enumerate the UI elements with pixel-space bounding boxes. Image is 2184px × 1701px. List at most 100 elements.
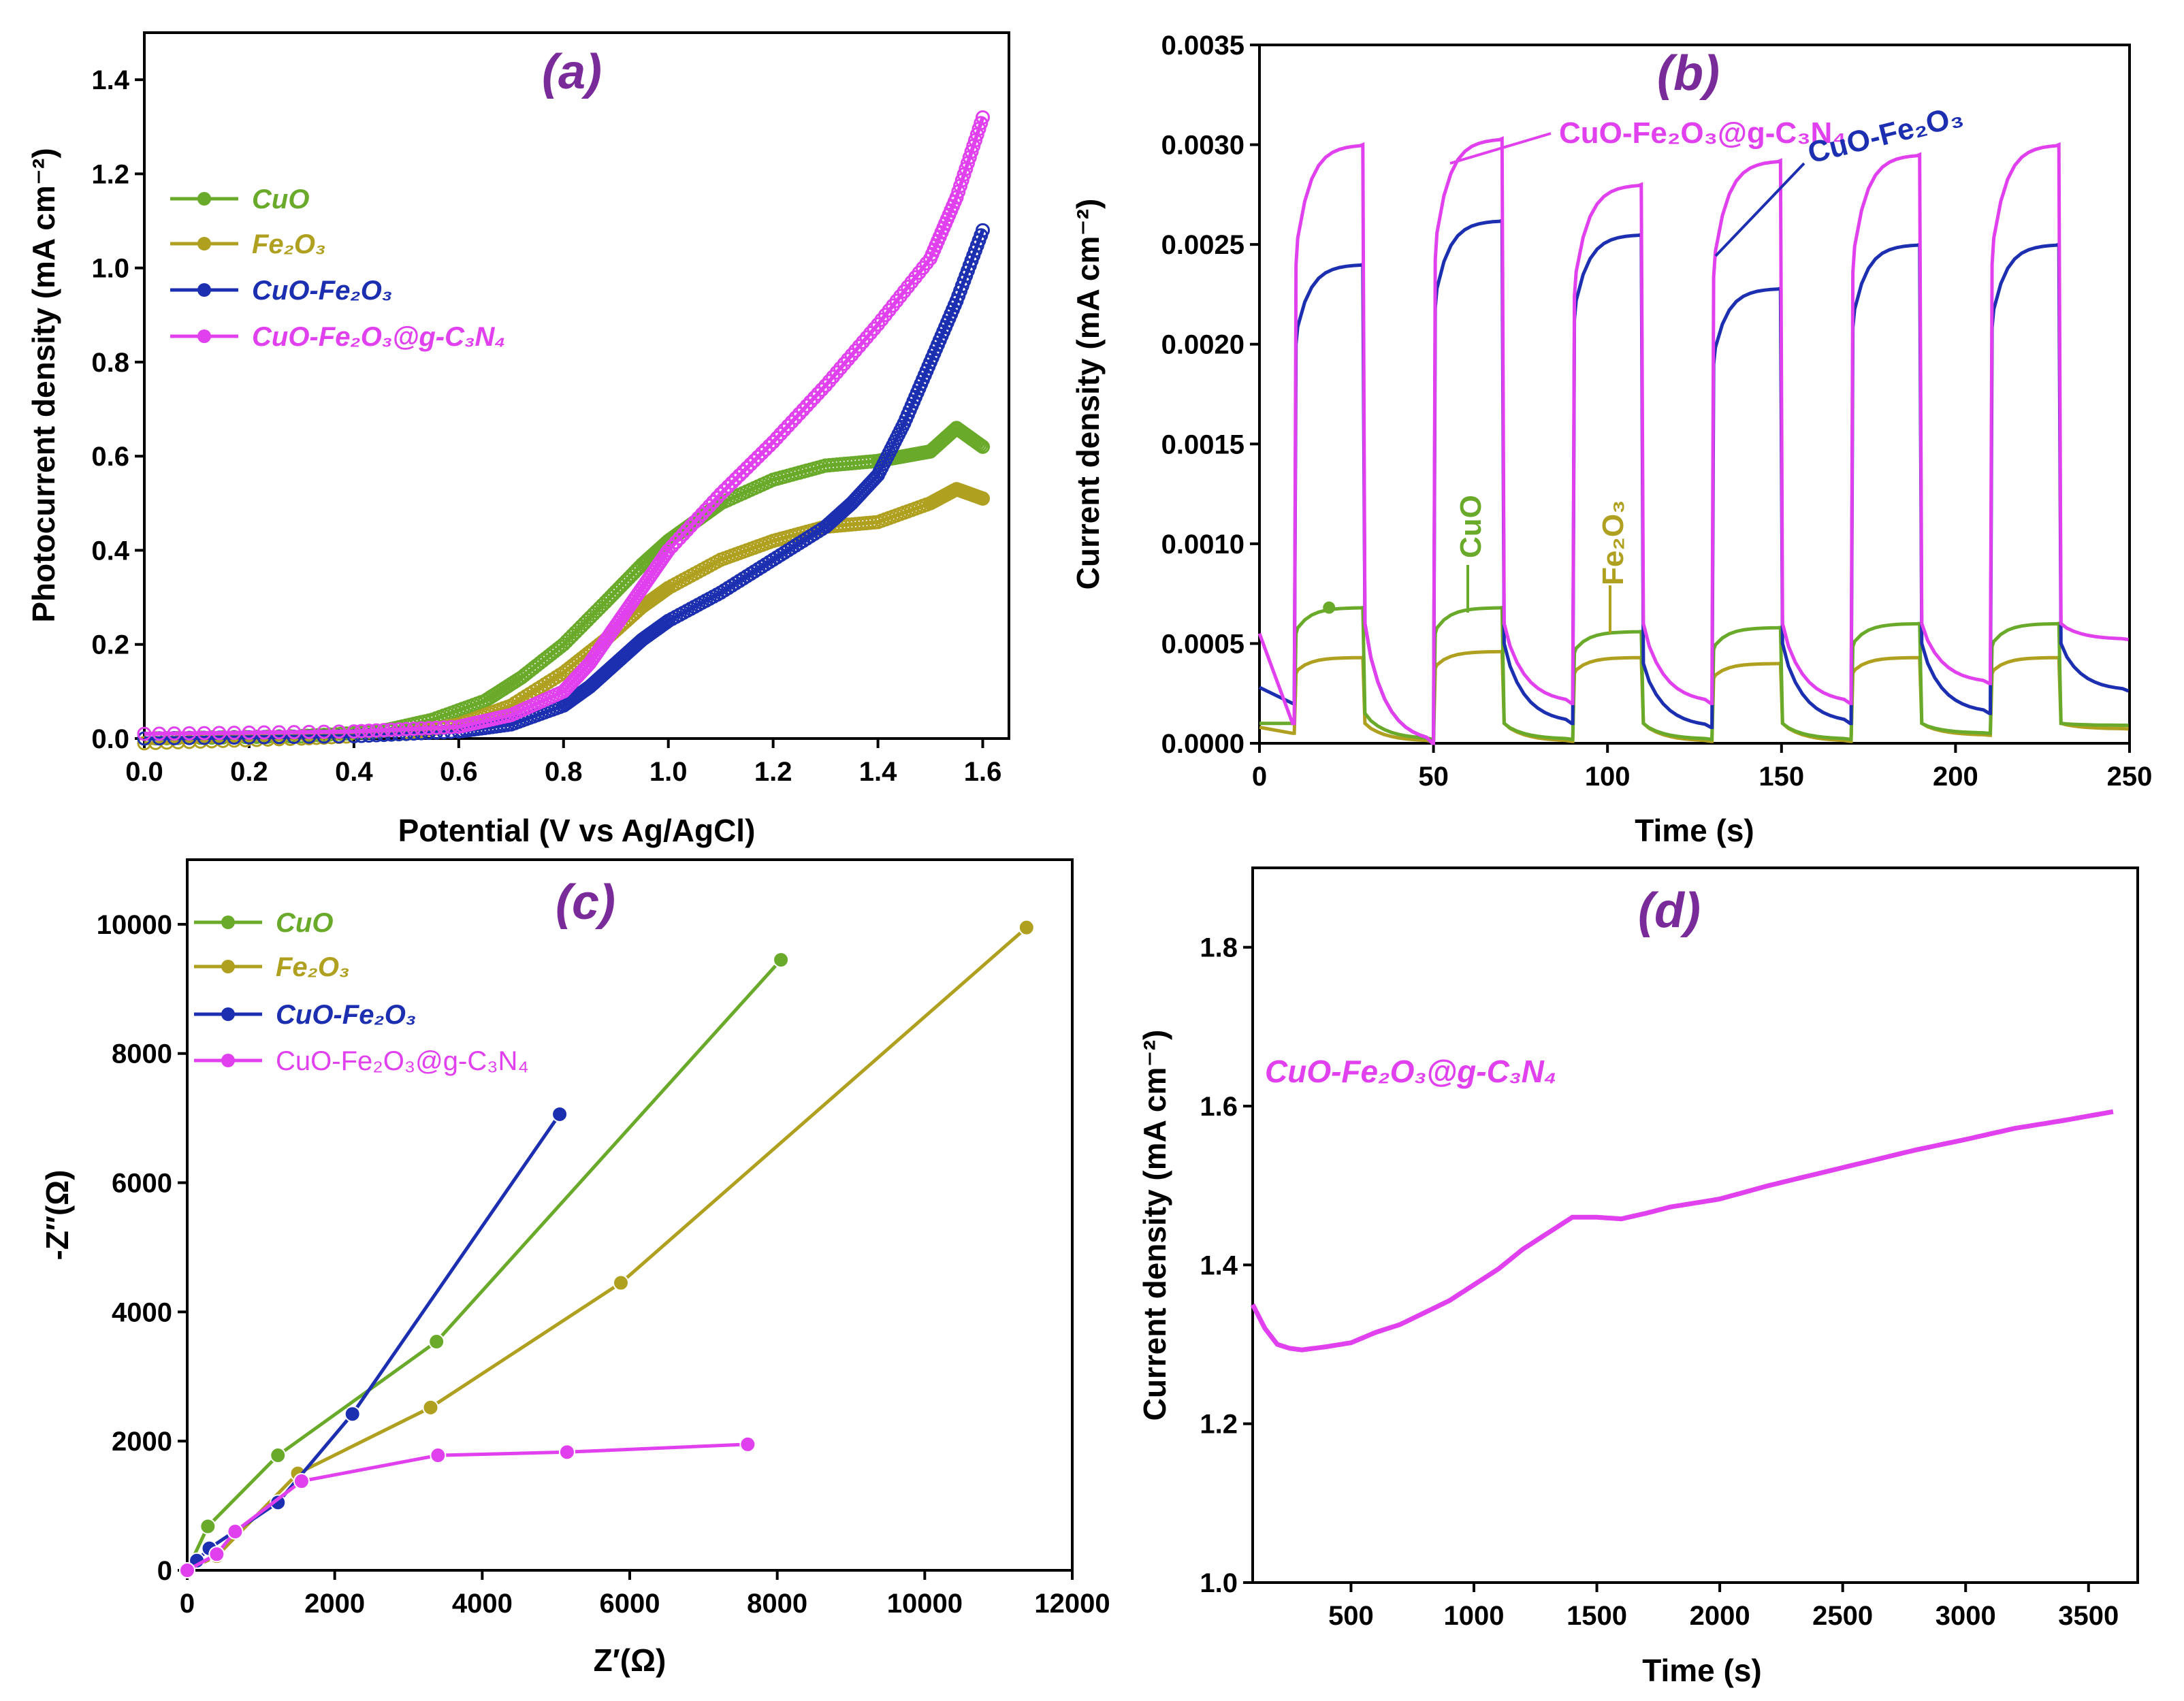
panel-c-y-ticks: 0 2000 4000 6000 8000 10000 (97, 910, 187, 1586)
data-point (702, 498, 717, 513)
x-tick-label: 100 (1585, 762, 1631, 792)
y-tick-label: 0.8 (91, 348, 129, 378)
legend-item-fe2o3: Fe₂O₃ (194, 952, 350, 982)
data-point (1018, 919, 1035, 936)
y-tick-label: 0.4 (91, 536, 129, 566)
data-point (732, 468, 747, 483)
data-point (679, 523, 694, 538)
x-tick-label: 4000 (452, 1589, 513, 1619)
x-tick-label: 0 (180, 1589, 195, 1619)
panel-a-xlabel: Potential (V vs Ag/AgCl) (398, 813, 756, 848)
x-tick-label: 200 (1933, 762, 1978, 792)
legend-item-cuo-fe2o3: CuO-Fe₂O₃ (194, 1000, 416, 1030)
x-tick-label: 1000 (1444, 1601, 1505, 1631)
panel-a: 0.0 0.2 0.4 0.6 0.8 1.0 1.2 1.4 0.0 0.2 0.4 0.6 0.8… (26, 31, 1010, 848)
data-point (317, 724, 332, 739)
annotation-fe2o3: Fe₂O₃ (1596, 500, 1630, 585)
x-tick-label: 50 (1418, 762, 1449, 792)
data-point (852, 339, 867, 354)
legend-item-cuo-fe2o3: CuO-Fe₂O₃ (170, 276, 392, 306)
data-point (788, 410, 803, 425)
panel-d-tag: (d) (1638, 884, 1701, 938)
legend-label-cuo: CuO (276, 908, 333, 938)
data-point (721, 479, 736, 494)
y-tick-label: 1.2 (1200, 1410, 1238, 1440)
data-point (976, 439, 991, 454)
annotation-composite: CuO-Fe₂O₃@g-C₃N₄ (1559, 116, 1846, 150)
panel-d: 1.0 1.2 1.4 1.6 1.8 500 1000 1500 2000 2500 3000 3… (1137, 866, 2139, 1688)
data-point (669, 535, 684, 550)
x-tick-label: 2000 (1690, 1601, 1750, 1631)
panel-d-ylabel: Current density (mA cm⁻²) (1137, 1030, 1172, 1421)
data-point (739, 460, 754, 475)
x-tick-label: 0.0 (125, 757, 163, 787)
data-point (354, 724, 369, 739)
data-point (863, 325, 878, 340)
y-tick-label: 0.0005 (1161, 629, 1244, 659)
data-point (227, 726, 242, 741)
data-point (227, 1523, 244, 1540)
data-point (422, 1399, 439, 1416)
legend-item-composite: CuO-Fe₂O₃@g-C₃N₄ (194, 1046, 529, 1076)
data-point (826, 370, 841, 385)
panel-a-ylabel: Photocurrent density (mA cm⁻²) (26, 148, 61, 622)
data-point (1323, 601, 1336, 614)
data-point (976, 223, 991, 238)
data-point (664, 539, 679, 554)
data-point (391, 722, 406, 737)
data-point (822, 374, 837, 389)
x-tick-label: 8000 (747, 1589, 807, 1619)
data-point (751, 449, 766, 464)
panel-b: 0.0000 0.0005 0.0010 0.0015 0.0020 0.0025 0.00… (1070, 31, 2152, 848)
annotation-arrow-composite (1449, 132, 1552, 165)
data-point (706, 494, 721, 509)
data-point (739, 1436, 756, 1453)
data-point (406, 722, 421, 736)
x-tick-label: 2500 (1812, 1601, 1873, 1631)
y-tick-label: 0.6 (91, 442, 129, 472)
panel-b-annotations: CuO-Fe₂O₃@g-C₃N₄ CuO-Fe₂O₃ CuO Fe₂O₃ (1449, 99, 1966, 633)
data-point (369, 723, 384, 738)
data-point (811, 386, 826, 401)
data-point (784, 415, 799, 430)
data-point (182, 726, 197, 741)
x-tick-label: 1500 (1567, 1601, 1627, 1631)
data-point (709, 490, 724, 505)
data-point (803, 394, 818, 409)
data-point (747, 453, 762, 468)
data-point (613, 1274, 629, 1291)
legend-item-fe2o3: Fe₂O₃ (170, 229, 326, 259)
y-tick-label: 0.0020 (1161, 330, 1244, 360)
data-point (684, 519, 698, 534)
legend-label-composite: CuO-Fe₂O₃@g-C₃N₄ (252, 322, 505, 352)
panel-b-y-ticks: 0.0000 0.0005 0.0010 0.0015 0.0020 0.0025 0.00… (1161, 31, 1259, 759)
data-point (807, 390, 822, 405)
data-point (976, 491, 991, 506)
y-tick-label: 0.0035 (1161, 31, 1244, 61)
series-line (1257, 136, 2129, 745)
data-point (713, 487, 728, 502)
panel-b-series (1257, 136, 2130, 745)
data-point (344, 1406, 361, 1423)
panel-d-frame (1251, 866, 2139, 1584)
panel-b-tag: (b) (1657, 46, 1720, 101)
data-point (293, 1473, 310, 1490)
panel-a-tag: (a) (542, 45, 602, 99)
x-tick-label: 1.6 (964, 757, 1002, 787)
series-line (1259, 605, 2129, 741)
data-point (736, 464, 751, 479)
data-point (833, 361, 848, 376)
data-point (867, 321, 882, 336)
x-tick-label: 0.4 (335, 757, 373, 787)
data-point (208, 1546, 225, 1563)
x-tick-label: 1.4 (859, 757, 897, 787)
data-point (773, 427, 788, 442)
x-tick-label: 0.6 (440, 757, 478, 787)
x-tick-label: 0.2 (230, 757, 268, 787)
y-tick-label: 1.4 (1200, 1250, 1238, 1280)
data-point (436, 720, 451, 735)
x-tick-label: 0 (1252, 762, 1267, 792)
data-point (698, 502, 713, 517)
data-point (272, 725, 287, 740)
y-tick-label: 0.0000 (1161, 729, 1244, 759)
